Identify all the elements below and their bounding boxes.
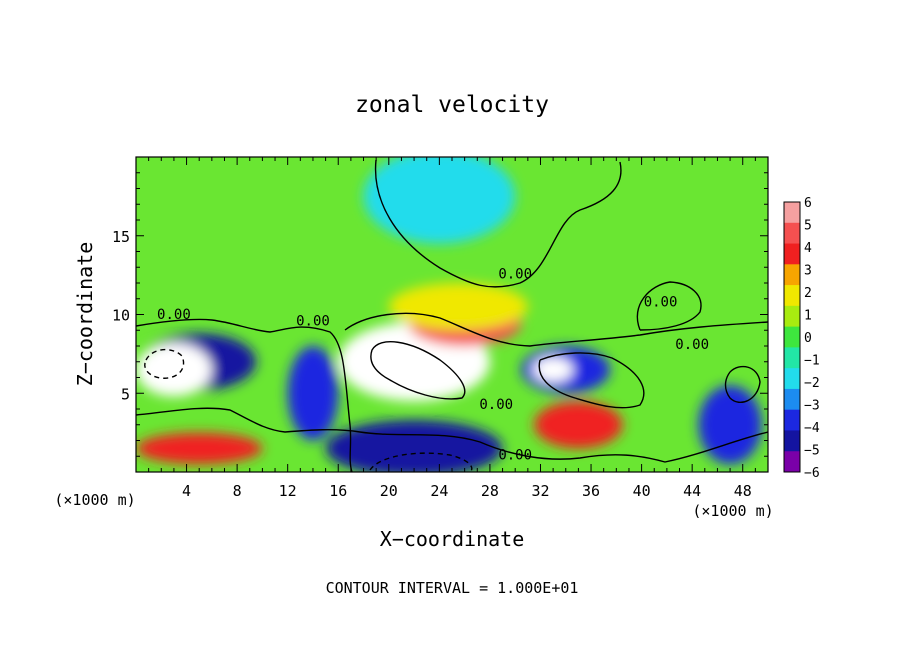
field-feature-9 [534,401,623,449]
zero-contour-mid [344,312,768,347]
contour-label-2: 0.00 [498,266,532,282]
field-feature-8 [532,357,574,383]
x-unit-right: (×1000 m) [692,502,773,520]
colorbar: 6 5 4 3 2 1 0 −1 −2 −3 −4 −5 −6 [783,196,820,481]
y-tick-label-2: 15 [112,228,130,246]
colorbar-label-3: 3 [804,264,812,279]
colorbar-label-0: 6 [804,196,812,211]
x-tick-label-3: 16 [329,482,347,500]
contour-label-1: 0.00 [296,314,330,330]
x-tick-label-11: 48 [734,482,752,500]
zero-contour-right-cell [538,352,645,409]
y-axis: 5 10 15 [112,172,768,457]
colorbar-label-4: 2 [804,286,812,301]
colorbar-segment-10 [784,409,800,431]
colorbar-segment-9 [784,388,800,411]
contour-label-6: 0.00 [498,447,532,463]
contour-label-4: 0.00 [675,337,709,353]
x-tick-label-6: 28 [481,482,499,500]
colorbar-label-9: −3 [804,399,820,414]
colorbar-label-6: 0 [804,331,812,346]
colorbar-segment-1 [784,222,800,245]
colorbar-label-12: −6 [804,466,820,481]
zero-contour-right-small [724,365,761,403]
colorbar-label-1: 5 [804,219,812,234]
colorbar-segment-7 [784,347,800,369]
field-feature-4 [136,342,212,397]
colorbar-segment-4 [784,285,800,307]
negative-core-bottom [369,452,473,472]
colorbar-segment-8 [784,368,800,390]
field-feature-11 [136,432,263,465]
x-axis-label: X−coordinate [380,527,525,551]
colorbar-label-2: 4 [804,241,812,256]
colorbar-segment-3 [784,264,800,286]
colorbar-segment-12 [784,451,800,473]
x-tick-label-9: 40 [633,482,651,500]
colorbar-frame [783,201,801,473]
colorbar-segment-11 [784,430,800,452]
field-feature-12 [698,385,762,465]
colorbar-segment-5 [784,305,800,328]
zero-contour-upper [374,159,622,288]
x-tick-label-5: 24 [430,482,448,500]
field-feature-10 [363,157,516,244]
x-tick-label-2: 12 [279,482,297,500]
x-tick-label-0: 4 [182,482,191,500]
field-feature-5 [287,346,339,441]
colorbar-segment-0 [784,202,800,224]
contour-labels: 0.00 0.00 0.00 0.00 0.00 0.00 0.00 [157,266,709,463]
colorbar-label-8: −2 [804,376,820,391]
zero-contour-lower [136,407,768,463]
plot-area: 0.00 0.00 0.00 0.00 0.00 0.00 0.00 [136,157,768,472]
contour-label-0: 0.00 [157,307,191,323]
colorbar-label-7: −1 [804,354,820,369]
contour-lines [136,159,768,472]
field-feature-2 [388,283,528,331]
y-tick-label-1: 10 [112,307,130,325]
x-tick-label-1: 8 [233,482,242,500]
colorbar-label-11: −5 [804,444,820,459]
zero-contour-left [136,318,353,472]
y-tick-label-0: 5 [121,385,130,403]
positive-core-contour [370,341,466,400]
colorbar-segment-2 [784,243,800,265]
y-axis-label: Z−coordinate [73,242,97,387]
x-tick-label-10: 44 [683,482,701,500]
colorbar-label-10: −4 [804,421,820,436]
x-tick-label-8: 36 [582,482,600,500]
x-tick-label-4: 20 [380,482,398,500]
negative-core-left [144,349,185,379]
x-tick-label-7: 32 [531,482,549,500]
contour-label-5: 0.00 [479,397,513,413]
zero-contour-right-loop [636,281,702,331]
contour-interval-note: CONTOUR INTERVAL = 1.000E+01 [326,579,579,597]
contour-label-3: 0.00 [644,295,678,311]
x-unit-left: (×1000 m) [54,491,135,509]
chart-title: zonal velocity [355,92,549,118]
colorbar-segment-6 [784,326,800,348]
x-axis: 4 8 12 16 20 24 28 32 36 40 44 48 [148,157,756,500]
colorbar-label-5: 1 [804,309,812,324]
